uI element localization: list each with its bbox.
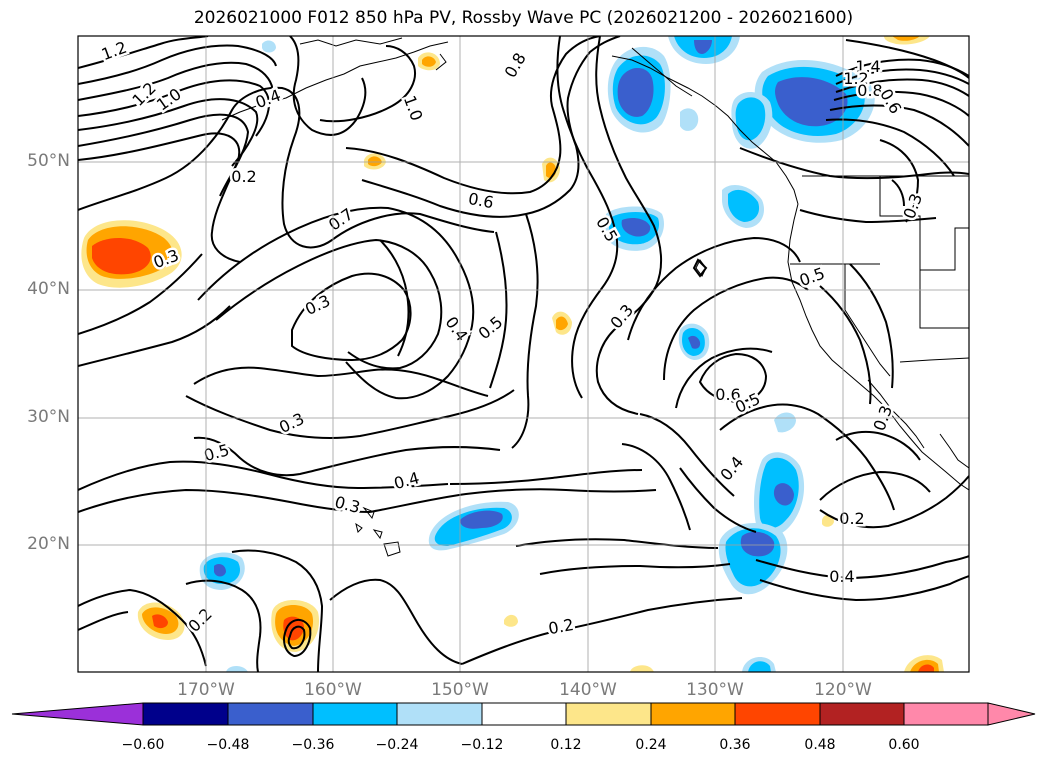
colorbar-tick: 0.12	[550, 737, 582, 753]
colorbar-bin	[734, 702, 821, 726]
colorbar-bin	[481, 702, 567, 726]
colorbar	[11, 702, 1036, 726]
contour-label: 1.4	[855, 57, 880, 76]
lon-label: 150°W	[431, 680, 489, 700]
lon-label: 130°W	[686, 680, 744, 700]
map-frame	[77, 35, 970, 673]
lon-label: 160°W	[304, 680, 362, 700]
pv-contours	[78, 36, 969, 672]
colorbar-bin	[142, 702, 229, 726]
positive-anomaly-patch	[271, 600, 320, 652]
lat-label: 40°N	[27, 279, 70, 299]
contour-label: 0.7	[325, 204, 357, 234]
contour-label: 0.3	[333, 492, 363, 517]
colorbar-tick: 0.24	[635, 737, 667, 753]
colorbar-tick: 0.48	[804, 737, 836, 753]
colorbar-bin	[903, 702, 989, 726]
colorbar-tick: −0.24	[375, 737, 419, 753]
colorbar-extend-left	[11, 702, 144, 726]
contour-label: 0.2	[547, 615, 575, 638]
colorbar-tick: 0.36	[719, 737, 751, 753]
lat-label: 30°N	[27, 407, 70, 427]
colorbar-bin	[565, 702, 652, 726]
contour-label: 0.5	[797, 264, 827, 291]
colorbar-tick: −0.48	[206, 737, 250, 753]
negative-anomaly-patch	[604, 206, 664, 251]
colorbar-tick: −0.36	[291, 737, 335, 753]
contour-label: 0.2	[231, 167, 256, 186]
negative-anomaly-patch	[718, 522, 788, 595]
contour-label: 0.4	[253, 86, 283, 113]
contour-label: 0.4	[716, 453, 747, 485]
colorbar-extend-right	[987, 702, 1036, 726]
colorbar-bin	[227, 702, 314, 726]
colorbar-bin	[312, 702, 398, 726]
positive-anomaly-patch	[137, 602, 185, 640]
contour-label: 0.2	[184, 604, 215, 635]
colorbar-tick: 0.60	[888, 737, 920, 753]
contour-label: 1.2	[843, 69, 868, 88]
contour-label: 1.2	[99, 38, 129, 65]
negative-anomaly-patch	[731, 91, 773, 149]
colorbar-tick: −0.60	[121, 737, 165, 753]
colorbar-tick: −0.12	[460, 737, 504, 753]
contour-label: 0.8	[857, 81, 882, 100]
positive-anomaly-patch	[81, 220, 182, 288]
contour-label: 0.5	[475, 312, 507, 343]
contour-label: 0.4	[392, 468, 422, 493]
colorbar-bin	[650, 702, 736, 726]
lon-label: 140°W	[559, 680, 617, 700]
colorbar-bin	[819, 702, 905, 726]
contour-label: 0.4	[829, 567, 854, 586]
anomaly-patches	[81, 36, 944, 672]
gridlines	[78, 36, 969, 672]
contour-label: 1.0	[153, 84, 185, 114]
contour-label: 0.2	[839, 509, 864, 528]
contour-label: 0.8	[501, 49, 530, 81]
contour-label: 0.6	[467, 189, 495, 212]
lat-label: 20°N	[27, 534, 70, 554]
negative-anomaly-patch	[754, 452, 805, 537]
lon-label: 120°W	[814, 680, 872, 700]
coastlines	[221, 37, 969, 557]
negative-anomaly-patch	[722, 185, 765, 228]
negative-anomaly-patch	[428, 501, 519, 551]
contour-label: 0.6	[715, 385, 740, 404]
contour-label: 1.0	[400, 93, 427, 123]
contour-label: 0.3	[302, 291, 333, 319]
negative-anomaly-patch	[678, 323, 710, 360]
contour-label: 0.4	[441, 313, 471, 345]
lon-label: 170°W	[177, 680, 235, 700]
colorbar-bin	[396, 702, 483, 726]
negative-anomaly-patch	[668, 36, 740, 64]
negative-anomaly-patch	[607, 46, 671, 133]
map-title: 2026021000 F012 850 hPa PV, Rossby Wave …	[193, 8, 854, 28]
lat-label: 50°N	[27, 151, 70, 171]
